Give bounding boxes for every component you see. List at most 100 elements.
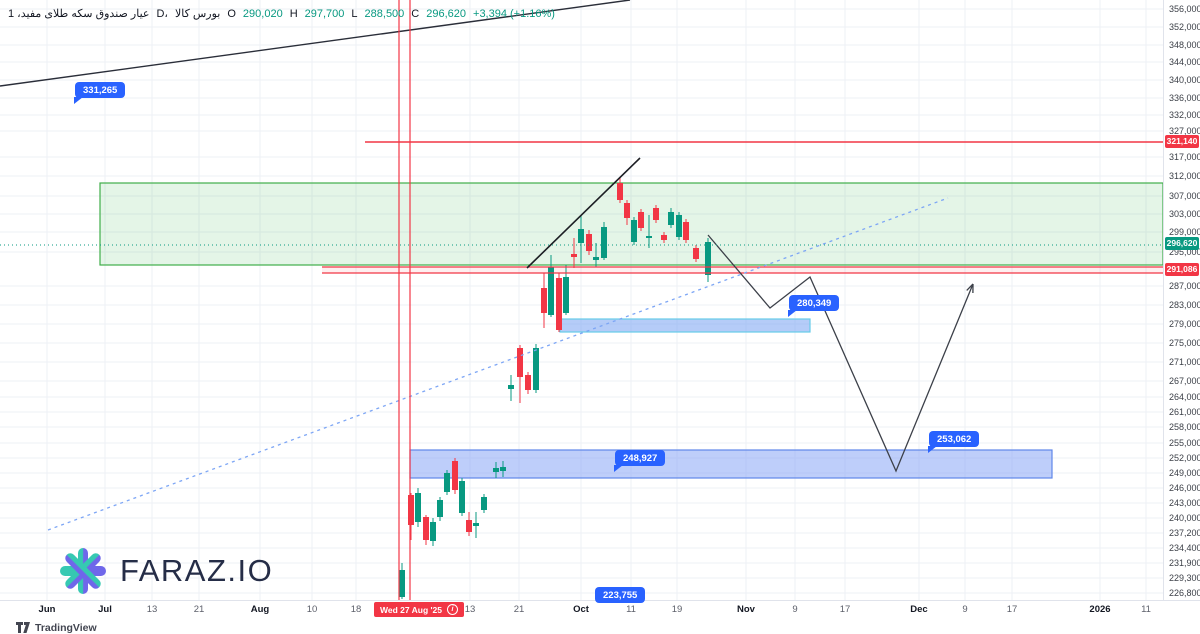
price-axis-label: 261,000 <box>1169 407 1200 417</box>
candle-down <box>661 235 667 240</box>
price-axis[interactable]: 356,000 352,000 348,000 344,000 340,000 336,0… <box>1163 0 1200 600</box>
tradingview-icon <box>16 621 30 634</box>
price-axis-label: 231,900 <box>1169 558 1200 568</box>
price-axis-label: 336,000 <box>1169 93 1200 103</box>
candle-down <box>571 254 577 257</box>
faraz-watermark: FARAZ.IO <box>60 548 273 594</box>
time-axis-label: Aug <box>251 604 269 615</box>
high-value: 297,700 <box>305 8 345 20</box>
price-axis-label: 271,000 <box>1169 357 1200 367</box>
open-label: O <box>227 8 236 20</box>
price-axis-label: 317,000 <box>1169 152 1200 162</box>
price-axis-label: 234,400 <box>1169 543 1200 553</box>
price-axis-label: 249,000 <box>1169 468 1200 478</box>
callout-331265[interactable]: 331,265 <box>75 82 125 98</box>
candle-down <box>683 222 689 240</box>
event-date-text: Wed 27 Aug '25 <box>380 605 442 615</box>
candle-up <box>578 229 584 243</box>
candle-up <box>676 215 682 237</box>
price-axis-label: 264,000 <box>1169 392 1200 402</box>
price-axis-label: 226,800 <box>1169 588 1200 598</box>
tradingview-text: TradingView <box>35 622 97 634</box>
callout-223755[interactable]: 223,755 <box>595 587 645 603</box>
candle-up <box>481 497 487 510</box>
candle-down <box>556 278 562 330</box>
price-axis-label: 283,000 <box>1169 300 1200 310</box>
tradingview-attribution[interactable]: TradingView <box>16 621 97 634</box>
candle-down <box>693 248 699 259</box>
change-value: +3,394 (+1.16%) <box>473 8 555 20</box>
time-axis-label: 10 <box>307 604 318 615</box>
candle-down <box>452 461 458 490</box>
candle-up <box>533 348 539 390</box>
time-axis-label: 9 <box>962 604 967 615</box>
price-tag: 296,620 <box>1165 237 1199 250</box>
callout-253062[interactable]: 253,062 <box>929 431 979 447</box>
close-value: 296,620 <box>426 8 466 20</box>
price-axis-label: 255,000 <box>1169 438 1200 448</box>
price-axis-label: 237,200 <box>1169 528 1200 538</box>
price-axis-label: 258,000 <box>1169 422 1200 432</box>
low-label: L <box>351 8 357 20</box>
price-axis-label: 229,300 <box>1169 573 1200 583</box>
event-date-tag[interactable]: Wed 27 Aug '25 i <box>374 602 464 617</box>
candle-up <box>593 257 599 260</box>
candle-up <box>563 277 569 313</box>
candle-up <box>430 522 436 541</box>
symbol-header: عیار صندوق سکه طلای مفید، 1 D، بورس کالا… <box>8 7 555 20</box>
price-axis-label: 356,000 <box>1169 4 1200 14</box>
time-axis-label: 18 <box>351 604 362 615</box>
price-tag: 321,140 <box>1165 135 1199 148</box>
info-icon[interactable]: i <box>447 604 458 615</box>
time-axis-label: 17 <box>840 604 851 615</box>
candle-up <box>646 236 652 238</box>
exchange-label: بورس کالا <box>175 7 220 20</box>
callout-280349[interactable]: 280,349 <box>789 295 839 311</box>
timeframe-label[interactable]: D، <box>156 7 168 20</box>
price-axis-label: 240,000 <box>1169 513 1200 523</box>
faraz-brand-text: FARAZ.IO <box>120 553 273 589</box>
price-axis-label: 344,000 <box>1169 57 1200 67</box>
candle-up <box>437 500 443 517</box>
time-axis-label: 11 <box>626 604 636 615</box>
time-axis-label: 17 <box>1007 604 1018 615</box>
time-axis-label: 21 <box>514 604 525 615</box>
faraz-star-icon <box>60 548 106 594</box>
symbol-name[interactable]: عیار صندوق سکه طلای مفید، 1 <box>8 7 149 20</box>
price-axis-label: 243,000 <box>1169 498 1200 508</box>
callout-248927[interactable]: 248,927 <box>615 450 665 466</box>
candle-down <box>586 234 592 251</box>
candle-up <box>399 570 405 597</box>
price-axis-label: 267,000 <box>1169 376 1200 386</box>
time-axis-label: Jul <box>98 604 112 615</box>
candle-down <box>653 208 659 220</box>
time-axis-label: 19 <box>672 604 683 615</box>
low-value: 288,500 <box>365 8 405 20</box>
candle-up <box>548 267 554 315</box>
time-axis-label: 9 <box>792 604 797 615</box>
price-axis-label: 340,000 <box>1169 75 1200 85</box>
price-axis-label: 252,000 <box>1169 453 1200 463</box>
candle-up <box>459 481 465 513</box>
candle-up <box>631 220 637 242</box>
time-axis-label: 2026 <box>1089 604 1110 615</box>
price-axis-label: 307,000 <box>1169 191 1200 201</box>
price-axis-label: 275,000 <box>1169 338 1200 348</box>
price-axis-label: 352,000 <box>1169 22 1200 32</box>
zone-major-support-box <box>410 450 1052 478</box>
candle-up <box>705 242 711 275</box>
price-tag: 291,086 <box>1165 263 1199 276</box>
candle-up <box>500 467 506 471</box>
time-axis-label: 21 <box>194 604 205 615</box>
price-axis-label: 299,000 <box>1169 227 1200 237</box>
price-axis-label: 312,000 <box>1169 171 1200 181</box>
candle-up <box>473 523 479 526</box>
price-axis-label: 348,000 <box>1169 40 1200 50</box>
price-axis-label: 279,000 <box>1169 319 1200 329</box>
candle-down <box>408 495 414 525</box>
time-axis-label: Nov <box>737 604 755 615</box>
time-axis-label: Jun <box>39 604 56 615</box>
zone-breakout-band <box>322 267 1163 273</box>
